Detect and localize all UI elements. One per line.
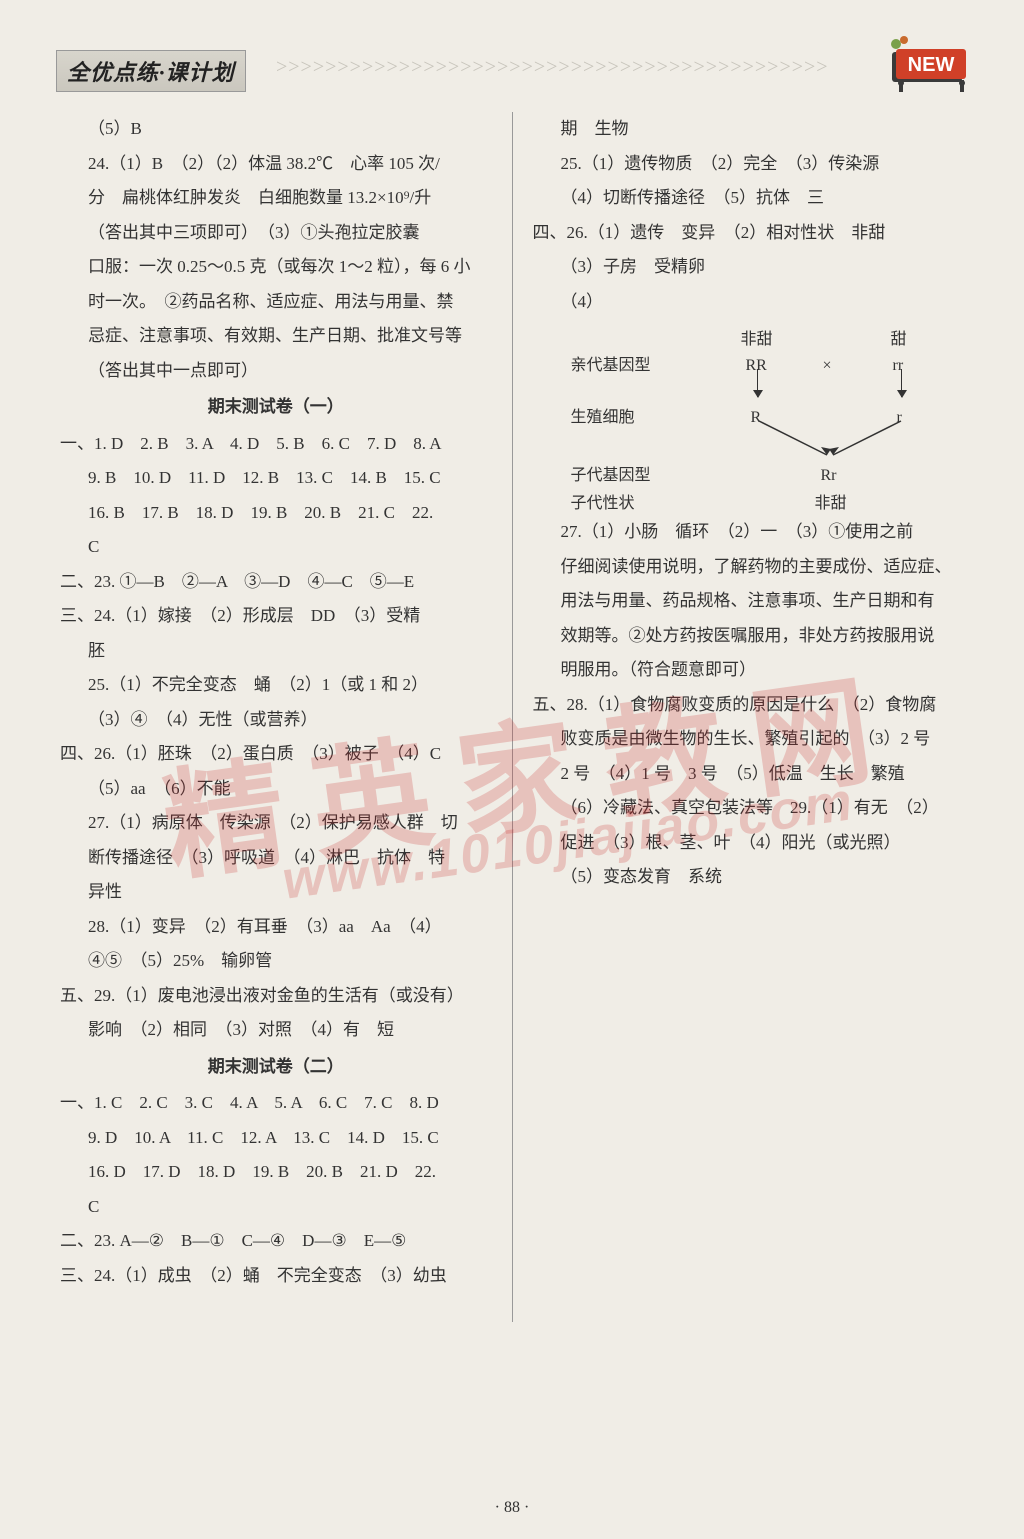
answer-line: 9. D 10. A 11. C 12. A 13. C 14. D 15. C (60, 1121, 492, 1156)
answer-line: 三、24.（1）嫁接 （2）形成层 DD （3）受精 (60, 599, 492, 634)
answer-line: 16. D 17. D 18. D 19. B 20. B 21. D 22. (60, 1155, 492, 1190)
answer-line: C (60, 530, 492, 565)
genetics-diagram: 非甜 甜 亲代基因型 生殖细胞 子代基因型 子代性状 RR × rr R r (571, 323, 965, 513)
content-columns: （5）B 24.（1）B （2）（2）体温 38.2℃ 心率 105 次/ 分 … (56, 112, 968, 1472)
answer-line: 五、29.（1）废电池浸出液对金鱼的生活有（或没有） (60, 979, 492, 1014)
answer-line: 异性 (60, 875, 492, 910)
answer-line: 16. B 17. B 18. D 19. B 20. B 21. C 22. (60, 496, 492, 531)
answer-line: （3）④ （4）无性（或营养） (60, 703, 492, 738)
arrow-icon (901, 369, 903, 397)
answer-line: 用法与用量、药品规格、注意事项、生产日期和有 (533, 584, 965, 619)
page: 全优点练·课计划 > > > > > > > > > > > > > > > >… (0, 0, 1024, 1539)
answer-line: （答出其中一点即可） (60, 354, 492, 389)
answer-line: 25.（1）遗传物质 （2）完全 （3）传染源 (533, 147, 965, 182)
answer-line: 五、28.（1）食物腐败变质的原因是什么 （2）食物腐 (533, 688, 965, 723)
answer-line: 忌症、注意事项、有效期、生产日期、批准文号等 (60, 319, 492, 354)
answer-line: 二、23. A—② B—① C—④ D—③ E—⑤ (60, 1224, 492, 1259)
right-column: 期 生物 25.（1）遗传物质 （2）完全 （3）传染源 （4）切断传播途径 （… (513, 112, 969, 1472)
answer-line: （4）切断传播途径 （5）抗体 三 (533, 181, 965, 216)
answer-line: 四、26.（1）胚珠 （2）蛋白质 （3）被子 （4）C (60, 737, 492, 772)
diagram-child-pheno: 非甜 (815, 487, 847, 522)
answer-line: 胚 (60, 634, 492, 669)
answer-line: ④⑤ （5）25% 输卵管 (60, 944, 492, 979)
answer-line: 9. B 10. D 11. D 12. B 13. C 14. B 15. C (60, 461, 492, 496)
answer-line: 27.（1）病原体 传染源 （2）保护易感人群 切 (60, 806, 492, 841)
section-title: 期末测试卷（二） (60, 1048, 492, 1087)
answer-line: 三、24.（1）成虫 （2）蛹 不完全变态 （3）幼虫 (60, 1259, 492, 1294)
answer-line: 28.（1）变异 （2）有耳垂 （3）aa Aa （4） (60, 910, 492, 945)
answer-line: 25.（1）不完全变态 蛹 （2）1（或 1 和 2） (60, 668, 492, 703)
arrow-icon (757, 369, 759, 397)
answer-line: （5）B (60, 112, 492, 147)
answer-line: 四、26.（1）遗传 变异 （2）相对性状 非甜 (533, 216, 965, 251)
answer-line: 效期等。②处方药按医嘱服用，非处方药按服用说 (533, 619, 965, 654)
left-column: （5）B 24.（1）B （2）（2）体温 38.2℃ 心率 105 次/ 分 … (56, 112, 512, 1472)
diagram-child-pheno-label: 子代性状 (571, 487, 635, 522)
converge-lines-icon (749, 419, 909, 459)
answer-line: 仔细阅读使用说明，了解药物的主要成份、适应症、 (533, 550, 965, 585)
answer-line: 口服：一次 0.25～0.5 克（或每次 1～2 粒），每 6 小 (60, 250, 492, 285)
answer-line: 一、1. D 2. B 3. A 4. D 5. B 6. C 7. D 8. … (60, 427, 492, 462)
answer-line: 时一次。 ②药品名称、适应症、用法与用量、禁 (60, 285, 492, 320)
svg-text:NEW: NEW (908, 54, 955, 76)
answer-line: （5）变态发育 系统 (533, 860, 965, 895)
answer-line: （答出其中三项即可） （3）①头孢拉定胶囊 (60, 216, 492, 251)
answer-line: 期 生物 (533, 112, 965, 147)
diagram-parent-label: 亲代基因型 (571, 349, 651, 384)
answer-line: C (60, 1190, 492, 1225)
diagram-gamete-label: 生殖细胞 (571, 401, 635, 436)
title-prefix: 全优点练 (67, 60, 159, 85)
answer-line: （3）子房 受精卵 (533, 250, 965, 285)
answer-line: 促进 （3）根、茎、叶 （4）阳光（或光照） (533, 826, 965, 861)
page-number: · 88 · (0, 1499, 1024, 1517)
title-suffix: 课计划 (166, 60, 235, 85)
answer-line: （6）冷藏法、真空包装法等 29.（1）有无 （2） (533, 791, 965, 826)
diagram-cross: × (823, 349, 832, 384)
answer-line: 影响 （2）相同 （3）对照 （4）有 短 (60, 1013, 492, 1048)
new-badge-icon: NEW (886, 36, 976, 94)
answer-line: 24.（1）B （2）（2）体温 38.2℃ 心率 105 次/ (60, 147, 492, 182)
answer-line: （4） (533, 285, 965, 320)
answer-line: 败变质是由微生物的生长、繁殖引起的 （3）2 号 (533, 722, 965, 757)
answer-line: 二、23. ①—B ②—A ③—D ④—C ⑤—E (60, 565, 492, 600)
section-title: 期末测试卷（一） (60, 388, 492, 427)
header-chevrons: > > > > > > > > > > > > > > > > > > > > … (276, 56, 966, 79)
answer-line: 明服用。（符合题意即可） (533, 653, 965, 688)
answer-line: 断传播途径 （3）呼吸道 （4）淋巴 抗体 特 (60, 841, 492, 876)
answer-line: 一、1. C 2. C 3. C 4. A 5. A 6. C 7. C 8. … (60, 1086, 492, 1121)
answer-line: （5）aa （6）不能 (60, 772, 492, 807)
series-title: 全优点练·课计划 (56, 50, 246, 92)
answer-line: 2 号 （4）1 号 3 号 （5）低温 生长 繁殖 (533, 757, 965, 792)
header: 全优点练·课计划 > > > > > > > > > > > > > > > >… (56, 50, 968, 94)
answer-line: 分 扁桃体红肿发炎 白细胞数量 13.2×10⁹/升 (60, 181, 492, 216)
